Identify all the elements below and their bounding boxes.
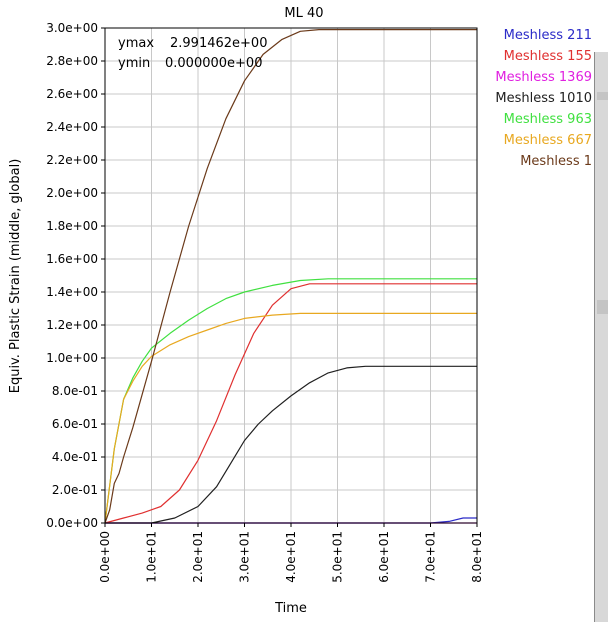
- y-tick-label: 2.4e+00: [46, 120, 98, 134]
- y-tick-label: 2.6e+00: [46, 87, 98, 101]
- y-tick-label: 3.0e+00: [46, 21, 98, 35]
- side-window-strip: [597, 300, 608, 314]
- y-tick-label: 1.2e+00: [46, 318, 98, 332]
- grid: [104, 27, 478, 524]
- x-tick-label: 5.0e+01: [331, 531, 345, 583]
- y-tick-label: 1.8e+00: [46, 219, 98, 233]
- y-axis-title: Equiv. Plastic Strain (middle, global): [8, 159, 23, 394]
- ymax-ymin-annotation: ymax 2.991462e+00 ymin 0.000000e+00: [118, 36, 267, 71]
- y-axis-ticks: 0.0e+00 2.0e-01 4.0e-01 6.0e-01 8.0e-01 1.0e+…: [46, 21, 105, 530]
- x-tick-label: 1.0e+01: [145, 531, 159, 583]
- ymax-label: ymax: [118, 36, 154, 51]
- series-line: [105, 365, 477, 524]
- x-tick-label: 2.0e+01: [191, 531, 205, 583]
- y-tick-label: 2.0e-01: [52, 483, 98, 497]
- side-window-edge: [594, 52, 608, 622]
- series-lines: [104, 29, 477, 524]
- x-tick-label: 3.0e+01: [238, 531, 252, 583]
- x-tick-label: 0.0e+00: [98, 531, 112, 583]
- y-tick-label: 4.0e-01: [52, 450, 98, 464]
- y-tick-label: 2.0e+00: [46, 186, 98, 200]
- x-axis-ticks: 0.0e+00 1.0e+01 2.0e+01 3.0e+01 4.0e+01 5.0e+…: [98, 523, 484, 583]
- x-tick-label: 7.0e+01: [424, 531, 438, 583]
- x-axis-title: Time: [274, 601, 307, 616]
- y-tick-label: 1.0e+00: [46, 351, 98, 365]
- x-tick-label: 4.0e+01: [284, 531, 298, 583]
- series-line: [104, 312, 477, 524]
- y-tick-label: 8.0e-01: [52, 384, 98, 398]
- x-tick-label: 6.0e+01: [377, 531, 391, 583]
- ymax-value: 2.991462e+00: [170, 36, 267, 51]
- side-window-strip: [597, 92, 608, 100]
- y-tick-label: 2.2e+00: [46, 153, 98, 167]
- legend-entry: Meshless 963: [504, 112, 592, 127]
- chart-title: ML 40: [284, 6, 323, 21]
- legend-entry: Meshless 155: [504, 49, 592, 64]
- series-line: [104, 29, 477, 524]
- legend-entry: Meshless 211: [504, 28, 592, 43]
- legend-entry: Meshless 1: [520, 154, 592, 169]
- y-tick-label: 2.8e+00: [46, 54, 98, 68]
- legend-entry: Meshless 1010: [495, 91, 592, 106]
- legend-entry: Meshless 667: [504, 133, 592, 148]
- series-line: [104, 283, 477, 524]
- y-tick-label: 1.4e+00: [46, 285, 98, 299]
- ymin-label: ymin: [118, 56, 150, 71]
- legend-entry: Meshless 1369: [495, 70, 592, 85]
- x-tick-label: 8.0e+01: [470, 531, 484, 583]
- y-tick-label: 0.0e+00: [46, 516, 98, 530]
- ymin-value: 0.000000e+00: [165, 56, 262, 71]
- legend: Meshless 211 Meshless 155 Meshless 1369 Mes…: [495, 28, 592, 169]
- y-tick-label: 6.0e-01: [52, 417, 98, 431]
- y-tick-label: 1.6e+00: [46, 252, 98, 266]
